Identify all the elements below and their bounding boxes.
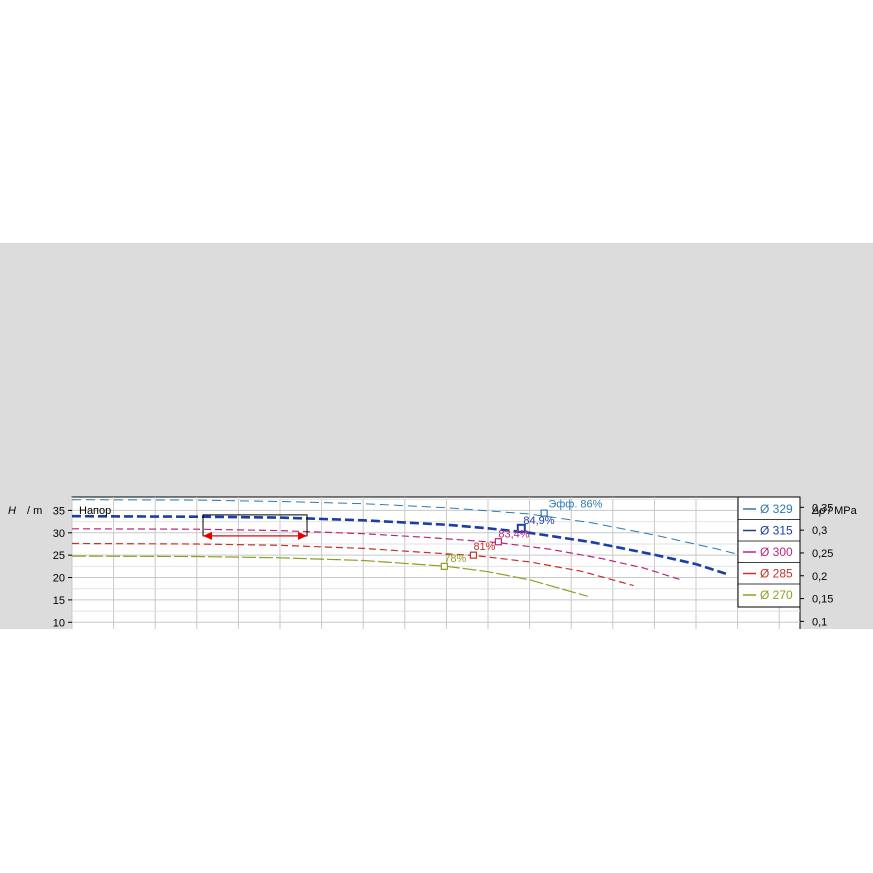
legend-entry: Ø 315 bbox=[760, 524, 793, 538]
efficiency-label: 83,4% bbox=[498, 529, 529, 541]
y-axis-unit: / m bbox=[27, 505, 42, 517]
legend-entry: Ø 285 bbox=[760, 567, 793, 581]
right-tick-label: 0,2 bbox=[812, 571, 827, 583]
chart-svg: Область применения 0510152025303500,050,… bbox=[8, 496, 858, 629]
bep-marker bbox=[516, 523, 526, 533]
range-arrow-right bbox=[298, 531, 308, 540]
right-tick-label: 0,1 bbox=[812, 616, 827, 628]
efficiency-label: 84,9% bbox=[523, 515, 554, 527]
y-axis-label: H bbox=[8, 505, 16, 517]
y-tick-label: 20 bbox=[53, 573, 65, 585]
efficiency-label: Эфф. 86% bbox=[548, 499, 602, 511]
y-tick-label: 15 bbox=[53, 595, 65, 607]
legend-entry: Ø 270 bbox=[760, 588, 793, 602]
bep-marker bbox=[494, 538, 502, 546]
y-tick-label: 35 bbox=[53, 505, 65, 517]
y-tick-label: 10 bbox=[53, 617, 65, 629]
legend-entry: Ø 300 bbox=[760, 545, 793, 559]
y-tick-label: 30 bbox=[53, 528, 65, 540]
y-tick-label: 25 bbox=[53, 550, 65, 562]
curve-head bbox=[71, 499, 780, 567]
right-tick-label: 0,15 bbox=[812, 594, 833, 606]
bep-marker bbox=[440, 562, 448, 570]
legend-entry: Ø 329 bbox=[760, 502, 793, 516]
curve-head bbox=[71, 542, 634, 587]
right-tick-label: 0,3 bbox=[812, 525, 827, 537]
curve-head bbox=[71, 528, 680, 580]
bep-marker bbox=[469, 551, 478, 559]
curve-head bbox=[71, 514, 730, 577]
right-axis-unit: / MPa bbox=[828, 505, 858, 517]
pump-curve-chart: Область применения 0510152025303500,050,… bbox=[0, 243, 873, 629]
right-tick-label: 0,35 bbox=[812, 502, 833, 514]
right-axis-label: Δp bbox=[811, 505, 826, 517]
efficiency-label: 81% bbox=[473, 541, 495, 553]
panel-title: Напор bbox=[79, 505, 111, 517]
panel-head bbox=[71, 496, 801, 629]
efficiency-label: 78% bbox=[444, 553, 466, 565]
right-tick-label: 0,25 bbox=[812, 548, 833, 560]
bep-marker bbox=[540, 509, 548, 517]
range-arrow-left bbox=[203, 531, 213, 540]
